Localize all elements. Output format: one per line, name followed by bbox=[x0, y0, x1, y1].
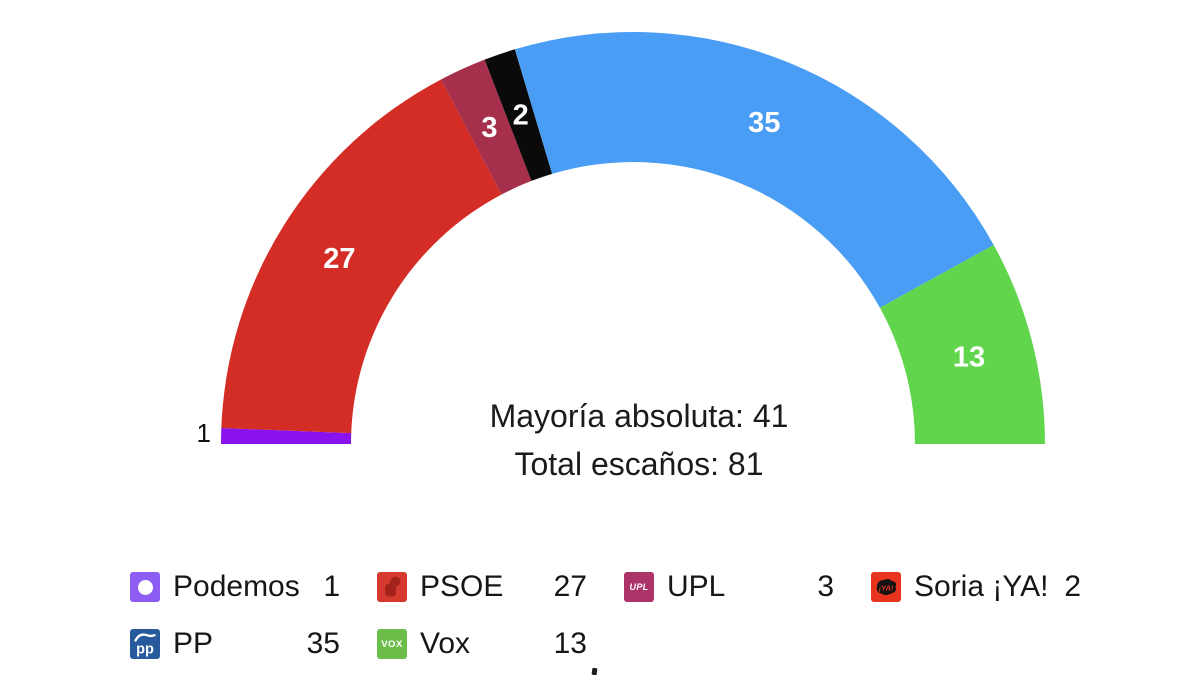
majority-line: Mayoría absoluta: 41 bbox=[489, 398, 789, 434]
podemos-icon bbox=[130, 572, 160, 602]
cropped-glyph-artifact bbox=[591, 667, 598, 675]
chart-center-text: Mayoría absoluta: 41 Total escaños: 81 bbox=[490, 392, 789, 488]
legend-label: Soria ¡YA! bbox=[914, 570, 1049, 603]
legend-value: 3 bbox=[817, 570, 834, 603]
legend-item-upl[interactable]: UPL UPL 3 bbox=[624, 570, 834, 604]
legend-value: 27 bbox=[553, 570, 587, 603]
total-seats-line: Total escaños: 81 bbox=[514, 446, 764, 482]
legend-label: Podemos bbox=[173, 570, 300, 603]
legend-value: 13 bbox=[553, 627, 587, 660]
segment-vox[interactable] bbox=[879, 244, 1045, 444]
seat-count-label: 13 bbox=[953, 341, 985, 373]
svg-text:¡YA!: ¡YA! bbox=[879, 584, 894, 593]
segment-pp[interactable] bbox=[514, 32, 994, 308]
segment-psoe[interactable] bbox=[221, 79, 502, 434]
seat-count-label: 27 bbox=[323, 243, 355, 275]
legend-item-soria-ya[interactable]: ¡YA! Soria ¡YA! 2 bbox=[871, 570, 1081, 604]
segment-upl[interactable] bbox=[440, 59, 532, 195]
seat-count-label: 3 bbox=[481, 112, 497, 144]
legend-value: 2 bbox=[1064, 570, 1081, 603]
legend-label: UPL bbox=[667, 570, 726, 603]
seat-count-label: 1 bbox=[197, 418, 211, 448]
svg-text:pp: pp bbox=[136, 642, 154, 658]
legend-value: 35 bbox=[306, 627, 340, 660]
seat-count-label: 35 bbox=[748, 107, 780, 139]
upl-icon: UPL bbox=[624, 572, 654, 602]
legend-item-psoe[interactable]: PSOE 27 bbox=[377, 570, 587, 604]
soria-ya-icon: ¡YA! bbox=[871, 572, 901, 602]
chart-legend: Podemos 1 PSOE 27 UPL UPL 3 ¡ bbox=[130, 570, 1081, 661]
legend-item-pp[interactable]: pp PP 35 bbox=[130, 627, 340, 661]
pp-icon: pp bbox=[130, 629, 160, 659]
legend-item-vox[interactable]: VOX Vox 13 bbox=[377, 627, 587, 661]
legend-label: PP bbox=[173, 627, 214, 660]
vox-icon: VOX bbox=[377, 629, 407, 659]
legend-label: Vox bbox=[420, 627, 471, 660]
segment-soria-ya[interactable] bbox=[484, 49, 553, 181]
legend-value: 1 bbox=[323, 570, 340, 603]
segment-podemos[interactable] bbox=[221, 428, 352, 444]
legend-item-podemos[interactable]: Podemos 1 bbox=[130, 570, 340, 604]
legend-label: PSOE bbox=[420, 570, 504, 603]
seat-count-label: 2 bbox=[513, 100, 529, 132]
psoe-icon bbox=[377, 572, 407, 602]
